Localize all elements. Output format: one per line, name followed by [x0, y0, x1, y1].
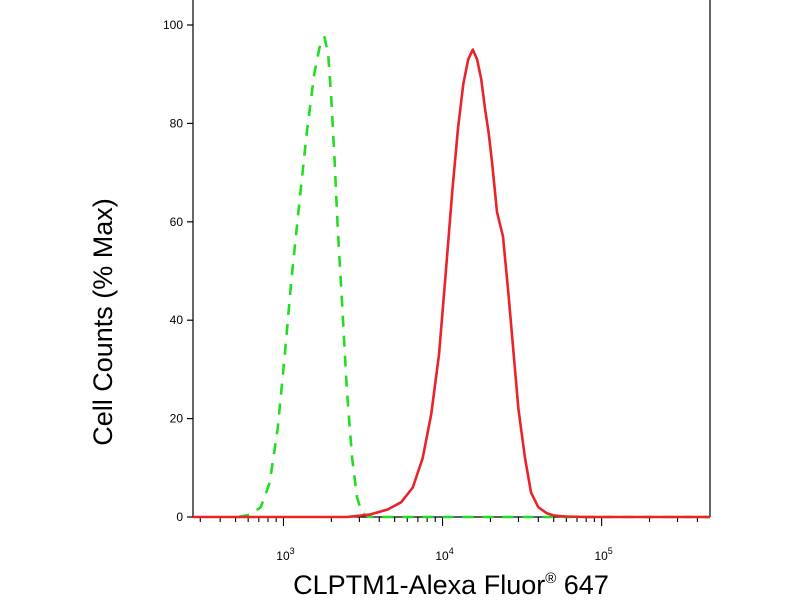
y-ticks: 0 20 40 60 80 100: [163, 18, 193, 524]
x-axis-title-superscript: ®: [545, 570, 556, 587]
x-axis-title-suffix: 647: [556, 570, 609, 600]
x-axis-title-main: CLPTM1-Alexa Fluor: [293, 570, 545, 600]
y-tick-label: 0: [176, 510, 183, 524]
x-tick-label: 105: [594, 546, 612, 563]
x-tick-label: 104: [435, 546, 453, 563]
series-layer: [193, 36, 710, 519]
plot-frame: [192, 0, 711, 518]
y-tick-label: 100: [163, 18, 183, 32]
x-tick-label: 103: [276, 546, 294, 563]
y-axis-title: Cell Counts (% Max): [88, 198, 118, 446]
y-tick-label: 80: [170, 116, 184, 130]
x-ticks: 103 104 105: [199, 517, 698, 563]
sample-histogram-curve: [193, 48, 710, 519]
x-axis-title: CLPTM1-Alexa Fluor® 647: [293, 570, 609, 600]
isotype-control-curve: [238, 36, 710, 519]
y-tick-label: 60: [170, 215, 184, 229]
y-tick-label: 40: [170, 313, 184, 327]
y-tick-label: 20: [170, 412, 184, 426]
